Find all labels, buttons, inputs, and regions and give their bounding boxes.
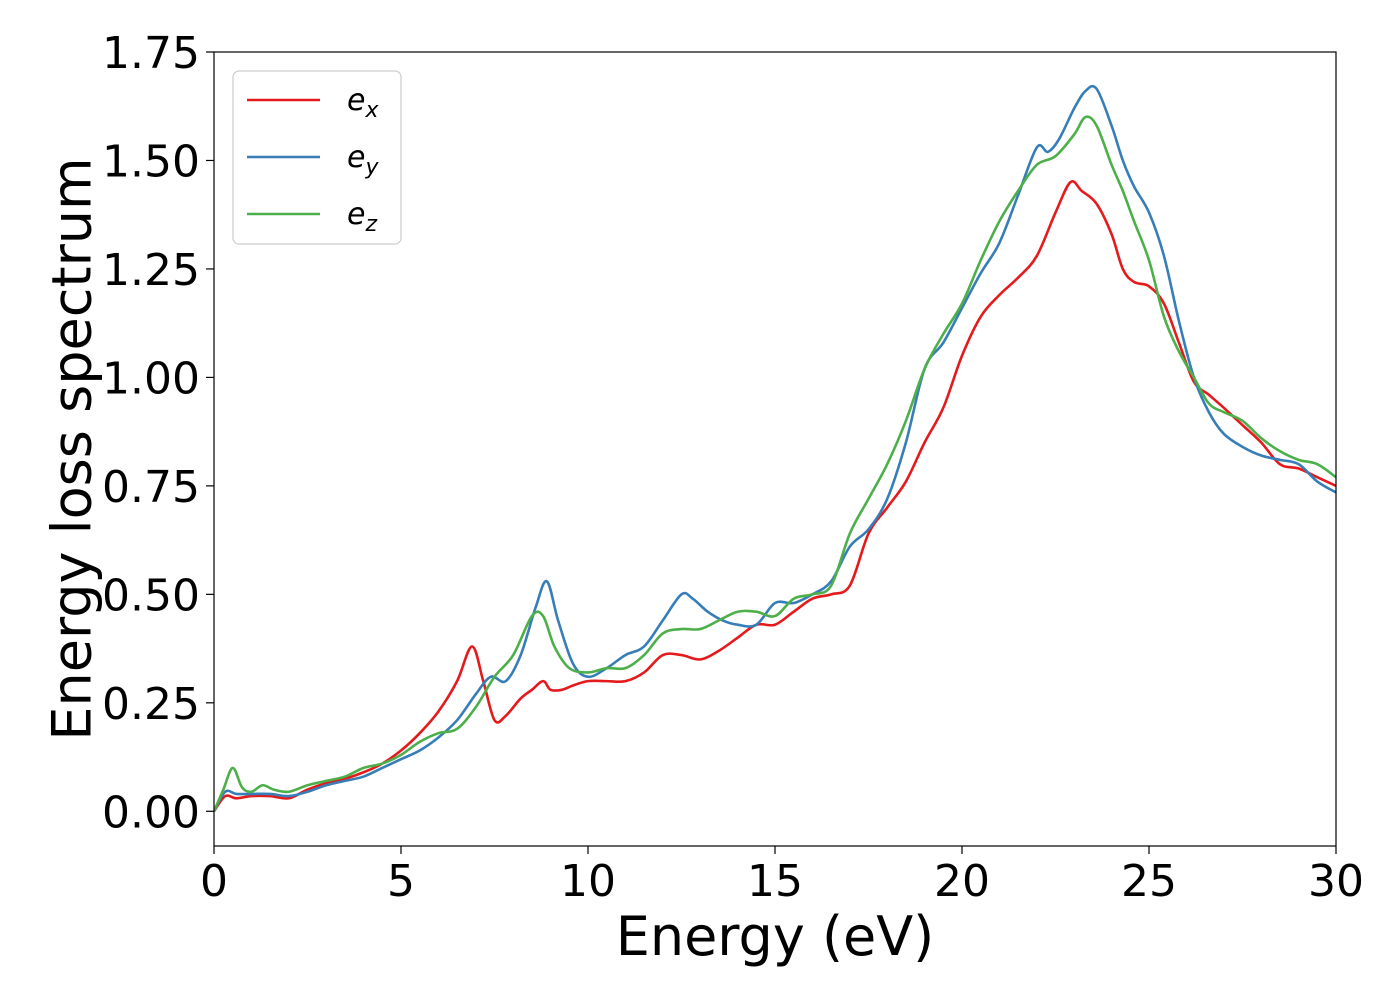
- series-line-y: [214, 84, 1336, 812]
- series-layer: [214, 84, 1336, 813]
- x-tick-label: 20: [934, 856, 990, 907]
- legend-label-z: ez: [347, 197, 377, 237]
- axis-ticks: 0 5 10 15 20 25 30 0.00 0.25 0.50 0.75 1.00 1.25 1.50…: [102, 28, 1364, 907]
- legend-label-x: ex: [347, 83, 379, 123]
- x-tick-label: 15: [747, 856, 803, 907]
- legend-label-y: ey: [347, 140, 379, 180]
- x-tick-label: 25: [1121, 856, 1177, 907]
- legend: ex ey ez: [232, 70, 402, 245]
- x-tick-label: 10: [560, 856, 616, 907]
- y-tick-label: 0.00: [102, 787, 200, 838]
- y-tick-label: 1.75: [102, 28, 200, 79]
- x-tick-label: 0: [200, 856, 228, 907]
- y-tick-label: 0.50: [102, 570, 200, 621]
- y-tick-label: 1.50: [102, 136, 200, 187]
- x-axis-title: Energy (eV): [616, 905, 935, 968]
- y-axis-title: Energy loss spectrum: [41, 157, 104, 740]
- y-tick-label: 1.25: [102, 245, 200, 296]
- y-tick-label: 0.75: [102, 462, 200, 513]
- x-tick-label: 30: [1308, 856, 1364, 907]
- series-line-z: [214, 115, 1336, 812]
- y-tick-label: 1.00: [102, 353, 200, 404]
- x-tick-label: 5: [387, 856, 415, 907]
- y-tick-label: 0.25: [102, 679, 200, 730]
